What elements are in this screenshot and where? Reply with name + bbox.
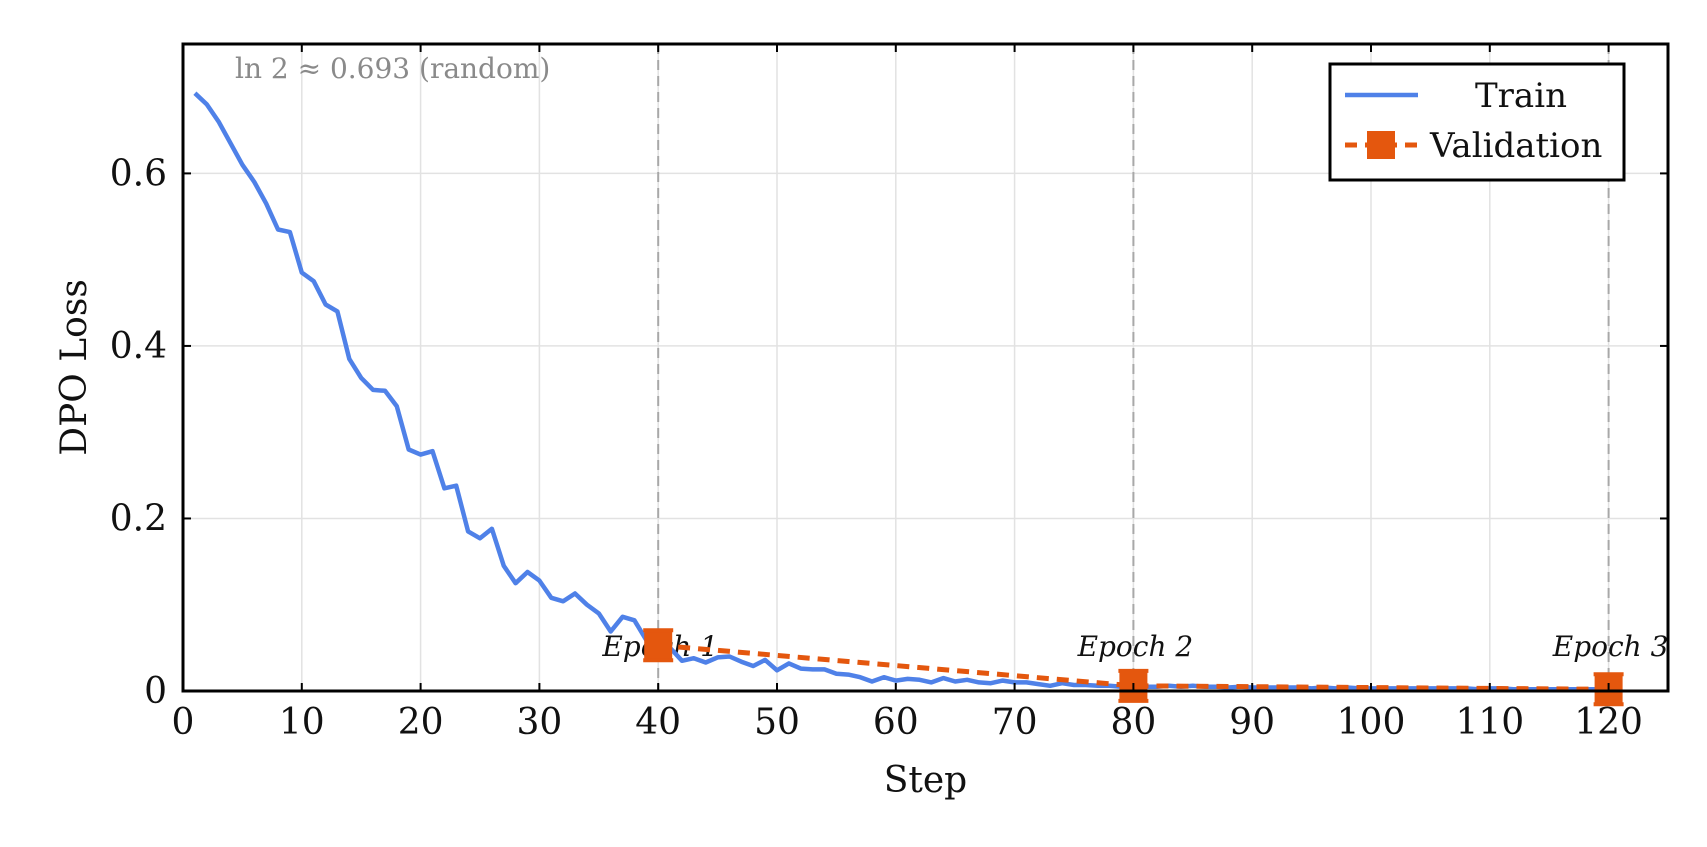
legend-validation-marker <box>1367 131 1395 159</box>
y-tick-label-1: 0.2 <box>110 498 167 539</box>
x-tick-label-10: 100 <box>1337 702 1406 743</box>
x-tick-label-8: 80 <box>1110 702 1156 743</box>
y-tick-label-0: 0 <box>144 671 167 712</box>
legend-validation-label: Validation <box>1429 126 1602 166</box>
validation-point-1 <box>644 631 673 660</box>
legend-train-label: Train <box>1475 76 1567 116</box>
x-tick-label-1: 10 <box>279 702 325 743</box>
random-baseline-annotation: ln 2 ≈ 0.693 (random) <box>235 52 550 85</box>
x-tick-label-5: 50 <box>754 702 800 743</box>
plot-frame <box>181 42 1670 693</box>
epoch-label-2: Epoch 2 <box>1077 630 1194 663</box>
epoch-label-3: Epoch 3 <box>1552 630 1669 663</box>
y-tick-label-3: 0.6 <box>110 153 167 194</box>
y-tick-label-2: 0.4 <box>110 326 167 367</box>
x-tick-label-0: 0 <box>172 702 195 743</box>
x-tick-label-6: 60 <box>873 702 919 743</box>
legend-box <box>1328 62 1626 182</box>
x-tick-label-9: 90 <box>1229 702 1275 743</box>
x-tick-label-11: 110 <box>1455 702 1524 743</box>
x-tick-label-3: 30 <box>516 702 562 743</box>
y-axis-title: DPO Loss <box>54 279 95 456</box>
x-tick-label-12: 120 <box>1574 702 1643 743</box>
train-loss-line <box>193 91 1609 692</box>
axis-ticks: 0 10 20 30 40 50 60 70 80 90 100 110 120 0 0.2 0.4 0.6 <box>110 44 1668 743</box>
series-layer <box>193 91 1624 707</box>
x-tick-label-7: 70 <box>992 702 1038 743</box>
x-tick-label-4: 40 <box>635 702 681 743</box>
x-axis-title: Step <box>884 760 967 801</box>
x-tick-label-2: 20 <box>398 702 444 743</box>
legend: Train Validation <box>1328 62 1626 182</box>
